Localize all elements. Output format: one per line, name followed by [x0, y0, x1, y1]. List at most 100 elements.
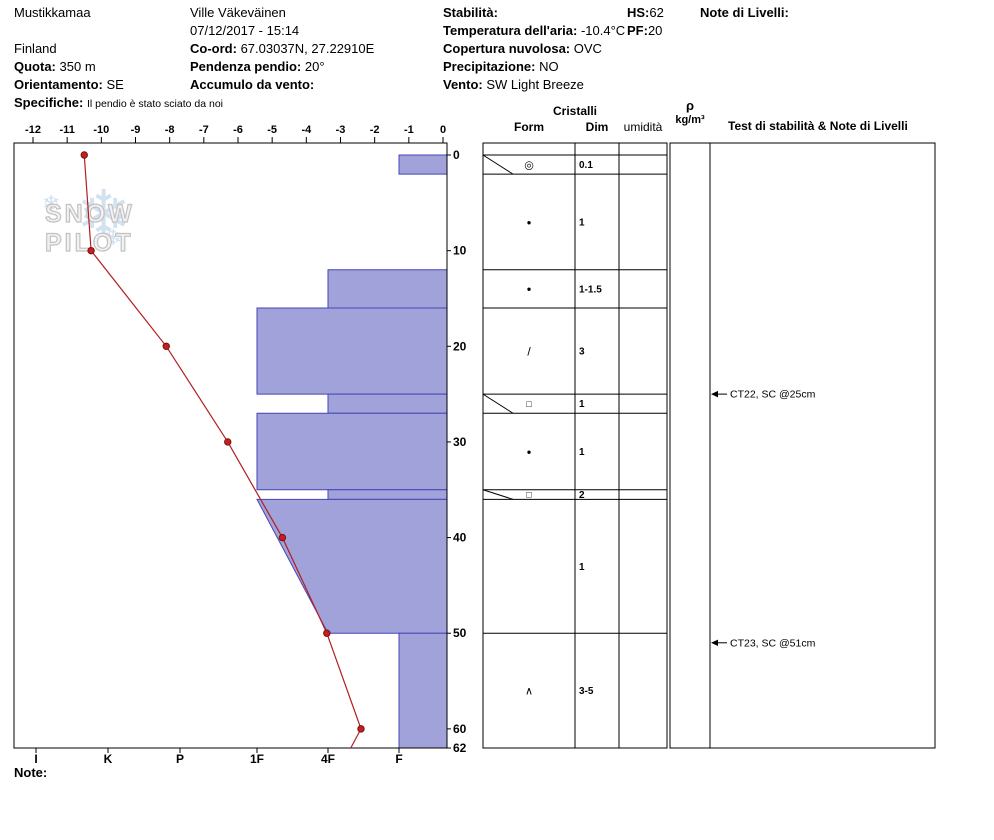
temp-axis-tick-label: 0: [440, 124, 446, 136]
crystal-form-symbol: ●: [527, 447, 532, 456]
temp-axis-tick-label: -5: [267, 124, 277, 136]
pit-depth-label: PF:: [627, 23, 648, 38]
temperature-point: [87, 246, 95, 255]
depth-axis-tick-label: 60: [453, 722, 467, 736]
hardness-axis-tick-label: I: [34, 752, 37, 766]
hardness-axis-tick-label: 4F: [321, 752, 335, 766]
depth-axis-tick-label: 30: [453, 435, 467, 449]
wind-loading-label: Accumulo da vento:: [190, 77, 315, 92]
depth-axis-tick-label: 0: [453, 148, 460, 162]
wind-value: SW Light Breeze: [486, 77, 584, 92]
hardness-axis-tick-label: F: [395, 752, 402, 766]
sky-cover-row: Copertura nuvolosa: OVC: [443, 41, 602, 57]
crystal-form-symbol: □: [526, 490, 532, 500]
sky-cover-label: Copertura nuvolosa:: [443, 41, 571, 56]
wind-row: Vento: SW Light Breeze: [443, 77, 584, 93]
note-label: Note:: [14, 765, 48, 780]
specifics-row: Specifiche: Il pendio è stato sciato da …: [14, 95, 223, 112]
temp-axis-tick-label: -6: [233, 124, 243, 136]
temp-axis-tick-label: -12: [25, 124, 41, 136]
specifics-label: Specifiche:: [14, 95, 84, 110]
stability-test-column-header: Test di stabilità & Note di Livelli: [728, 119, 908, 133]
thin-layer-flag-line: [482, 489, 514, 500]
snow-layer-bar: [327, 393, 448, 414]
crystal-dim-value: 1: [579, 562, 585, 573]
dim-column-header: Dim: [585, 120, 609, 134]
aspect-value: SE: [106, 77, 124, 92]
crystal-dim-value: 2: [579, 490, 585, 501]
depth-axis-tick-label: 40: [453, 531, 467, 545]
elevation-label: Quota:: [14, 59, 56, 74]
elevation-value: 350 m: [59, 59, 96, 74]
temp-axis-tick-label: -2: [370, 124, 380, 136]
layer-notes-header: Note di Livelli:: [700, 5, 789, 21]
form-column-header: Form: [514, 120, 544, 134]
temp-axis-tick-label: -9: [131, 124, 141, 136]
precipitation-label: Precipitazione:: [443, 59, 536, 74]
wind-loading-row: Accumulo da vento:: [190, 77, 314, 93]
air-temperature-value: -10.4°C: [580, 23, 626, 38]
temperature-point: [80, 151, 88, 159]
hardness-axis-tick-label: K: [104, 752, 113, 766]
wind-label: Vento:: [443, 77, 483, 92]
specifics-value: Il pendio è stato sciato da noi: [86, 98, 223, 110]
crystal-form-symbol: /: [527, 344, 531, 358]
stability-test-column-frame: [709, 142, 936, 749]
snow-layer-bar: [256, 307, 448, 395]
air-temperature-row: Temperatura dell'aria: -10.4°C: [443, 23, 625, 39]
crystal-dim-value: 1: [579, 447, 585, 458]
density-units-header: kg/m³: [675, 114, 705, 126]
temperature-point: [357, 725, 365, 733]
pit-depth-row: PF:20: [627, 23, 662, 39]
depth-axis-tick-label: 10: [453, 244, 467, 258]
snow-layer-bar: [327, 489, 448, 500]
temp-axis-tick-label: -3: [336, 124, 346, 136]
thin-layer-flag-line: [482, 154, 514, 175]
plot-frame: [13, 142, 448, 749]
slope-angle-row: Pendenza pendio: 20°: [190, 59, 325, 75]
density-column-frame: [669, 142, 711, 749]
test-arrow-head: [711, 639, 718, 646]
elevation-row: Quota: 350 m: [14, 59, 96, 75]
snow-height-label: HS:: [627, 5, 650, 20]
country-name: Finland: [14, 41, 57, 56]
density-symbol-header: ρ: [685, 98, 695, 113]
precipitation-value: NO: [539, 59, 559, 74]
snow-layer-bar: [256, 498, 448, 634]
aspect-label: Orientamento:: [14, 77, 103, 92]
depth-axis-tick-label: 20: [453, 339, 467, 353]
snow-height-value: 62: [649, 5, 664, 20]
snow-height-row: HS:62: [627, 5, 664, 21]
watermark-text: SNOW PILOT: [44, 199, 135, 257]
precipitation-row: Precipitazione: NO: [443, 59, 559, 75]
aspect-row: Orientamento: SE: [14, 77, 124, 93]
snow-layer-bar: [327, 269, 448, 309]
stability-test-text: CT23, SC @51cm: [730, 637, 816, 649]
coordinates-value: 67.03037N, 27.22910E: [240, 41, 375, 56]
crystal-dim-value: 3-5: [579, 686, 594, 697]
depth-axis-tick-label: 62: [453, 741, 467, 755]
test-arrow-head: [711, 390, 718, 398]
crystals-table-title: Cristalli: [552, 104, 598, 118]
temperature-point: [323, 629, 331, 637]
stability-row: Stabilità:: [443, 5, 498, 21]
crystal-dim-value: 1-1.5: [579, 284, 602, 295]
snow-layer-bar: [398, 632, 448, 749]
stability-test-text: CT22, SC @25cm: [730, 389, 816, 401]
humidity-column-header: umidità: [623, 120, 663, 134]
layer-notes-label: Note di Livelli:: [700, 5, 789, 20]
crystal-dim-value: 1: [579, 399, 585, 410]
temperature-point: [278, 533, 287, 542]
temp-axis-tick-label: -7: [199, 124, 209, 136]
crystal-form-symbol: □: [526, 399, 532, 409]
temp-axis-tick-label: -1: [404, 124, 414, 136]
snow-layer-bar: [256, 412, 448, 491]
crystal-dim-value: 1: [579, 217, 585, 228]
temp-axis-tick-label: -10: [93, 124, 109, 136]
slope-angle-value: 20°: [304, 59, 325, 74]
hardness-axis-tick-label: 1F: [250, 752, 264, 766]
temperature-line: [83, 154, 362, 749]
crystal-form-symbol: ●: [527, 218, 532, 227]
